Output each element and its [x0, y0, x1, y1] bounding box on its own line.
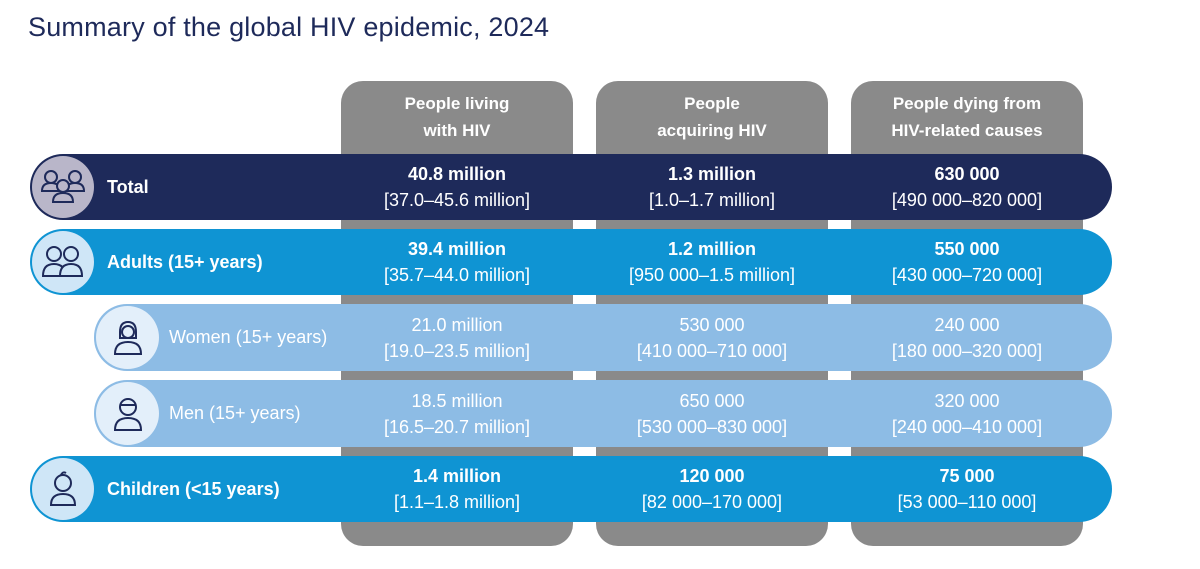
table-cell: 320 000 [240 000–410 000]	[851, 388, 1083, 440]
cell-range: [410 000–710 000]	[636, 341, 788, 361]
row-adults: Adults (15+ years)	[30, 229, 1112, 295]
row-label-total: Total	[107, 176, 149, 197]
column-header-living: People living with HIV	[341, 81, 573, 153]
table-cell: 240 000 [180 000–320 000]	[851, 312, 1083, 364]
cell-value: 75 000	[939, 466, 995, 486]
woman-icon	[96, 306, 159, 369]
cell-value: 320 000	[934, 391, 1000, 411]
cell-range: [16.5–20.7 million]	[383, 417, 531, 437]
row-label-women: Women (15+ years)	[169, 327, 328, 347]
cell-range: [19.0–23.5 million]	[383, 341, 531, 361]
cell-value: 1.3 million	[667, 164, 757, 184]
row-label-adults: Adults (15+ years)	[107, 251, 263, 272]
page-title: Summary of the global HIV epidemic, 2024	[28, 12, 550, 42]
table-cell: 1.3 million [1.0–1.7 million]	[596, 161, 828, 213]
table-cell: 1.4 million [1.1–1.8 million]	[341, 463, 573, 515]
cell-value: 40.8 million	[407, 164, 507, 184]
row-total: Total	[30, 154, 1112, 220]
column-header-living-label: People living with HIV	[404, 94, 510, 140]
table-cell: 120 000 [82 000–170 000]	[596, 463, 828, 515]
row-men: Men (15+ years)	[94, 380, 1112, 447]
cell-range: [37.0–45.6 million]	[383, 190, 531, 210]
cell-value: 550 000	[934, 239, 1000, 259]
row-women: Women (15+ years)	[94, 304, 1112, 371]
table-cell: 630 000 [490 000–820 000]	[851, 161, 1083, 213]
cell-range: [1.1–1.8 million]	[393, 492, 521, 512]
cell-value: 1.2 million	[667, 239, 757, 259]
cell-value: 39.4 million	[407, 239, 507, 259]
table-cell: 39.4 million [35.7–44.0 million]	[341, 236, 573, 288]
cell-range: [430 000–720 000]	[891, 265, 1043, 285]
table-cell: 40.8 million [37.0–45.6 million]	[341, 161, 573, 213]
cell-range: [530 000–830 000]	[636, 417, 788, 437]
table-cell: 550 000 [430 000–720 000]	[851, 236, 1083, 288]
cell-value: 650 000	[679, 391, 745, 411]
adults-icon	[32, 231, 94, 293]
cell-range: [180 000–320 000]	[891, 341, 1043, 361]
man-icon	[96, 382, 159, 445]
group-people-icon	[32, 156, 94, 218]
row-label-men: Men (15+ years)	[169, 403, 301, 423]
column-header-dying: People dying from HIV-related causes	[851, 81, 1083, 153]
column-header-dying-label: People dying from HIV-related causes	[891, 94, 1043, 140]
cell-range: [950 000–1.5 million]	[628, 265, 796, 285]
cell-range: [490 000–820 000]	[891, 190, 1043, 210]
row-children: Children (<15 years)	[30, 456, 1112, 522]
cell-value: 120 000	[679, 466, 745, 486]
cell-range: [82 000–170 000]	[641, 492, 783, 512]
cell-range: [1.0–1.7 million]	[648, 190, 776, 210]
cell-value: 18.5 million	[411, 391, 503, 411]
cell-value: 630 000	[934, 164, 1000, 184]
child-icon	[32, 458, 94, 520]
cell-range: [240 000–410 000]	[891, 417, 1043, 437]
row-label-children: Children (<15 years)	[107, 478, 280, 499]
cell-value: 1.4 million	[412, 466, 502, 486]
column-header-acquiring-label: People acquiring HIV	[657, 94, 767, 140]
table-cell: 530 000 [410 000–710 000]	[596, 312, 828, 364]
table-cell: 21.0 million [19.0–23.5 million]	[341, 312, 573, 364]
column-header-acquiring: People acquiring HIV	[596, 81, 828, 153]
cell-value: 240 000	[934, 315, 1000, 335]
cell-value: 21.0 million	[411, 315, 503, 335]
table-cell: 1.2 million [950 000–1.5 million]	[596, 236, 828, 288]
cell-range: [35.7–44.0 million]	[383, 265, 531, 285]
table-cell: 18.5 million [16.5–20.7 million]	[341, 388, 573, 440]
table-cell: 75 000 [53 000–110 000]	[851, 463, 1083, 515]
table-cell: 650 000 [530 000–830 000]	[596, 388, 828, 440]
cell-value: 530 000	[679, 315, 745, 335]
cell-range: [53 000–110 000]	[897, 492, 1037, 512]
